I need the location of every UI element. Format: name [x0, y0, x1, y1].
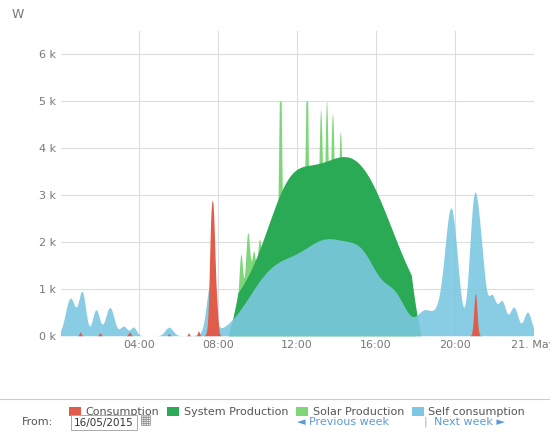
- Y-axis label: W: W: [12, 8, 24, 21]
- Text: |: |: [424, 417, 427, 427]
- Text: ◄ Previous week: ◄ Previous week: [297, 417, 389, 427]
- Legend: Consumption, System Production, Solar Production, Self consumption: Consumption, System Production, Solar Pr…: [64, 402, 530, 422]
- Text: ▦: ▦: [140, 415, 152, 428]
- Text: 16/05/2015: 16/05/2015: [74, 418, 134, 428]
- Text: Next week ►: Next week ►: [434, 417, 505, 427]
- Text: From:: From:: [22, 417, 53, 427]
